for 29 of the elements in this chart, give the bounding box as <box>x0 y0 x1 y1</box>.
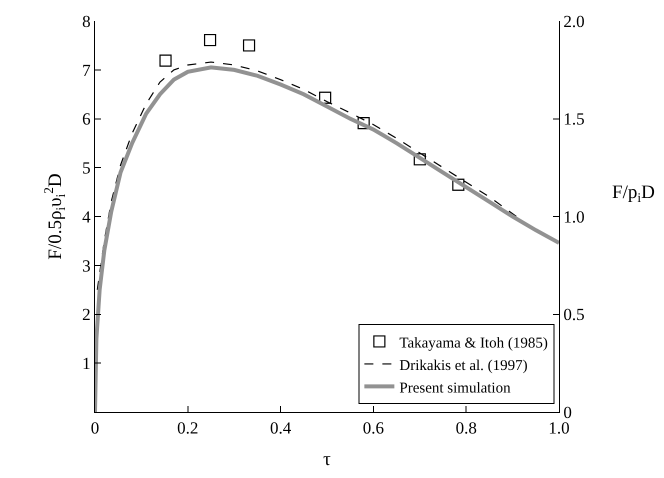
y2-tick-label: 0.5 <box>563 305 585 324</box>
point <box>319 92 332 104</box>
y-tick-label: 7 <box>82 60 92 80</box>
x-tick-label: 0.8 <box>456 418 477 438</box>
y-tick-label: 6 <box>82 110 91 129</box>
point <box>242 39 256 52</box>
point <box>414 153 426 166</box>
point <box>204 34 216 46</box>
legend-label: Present simulation <box>399 380 512 396</box>
x-tick-label: 0.6 <box>362 418 384 438</box>
legend-label: Drikakis et al. (1997) <box>399 358 528 374</box>
x-axis-title: τ <box>323 449 332 470</box>
point <box>358 117 370 130</box>
y2-tick-label: 1.5 <box>563 110 585 129</box>
point <box>159 54 172 67</box>
y-tick-label: 5 <box>82 158 91 178</box>
x-tick-label: 0.4 <box>270 418 292 438</box>
x-tick-label: 0.2 <box>177 418 198 438</box>
legend-label: Takayama & Itoh (1985) <box>399 335 548 352</box>
y-tick-label: 1 <box>82 354 91 374</box>
y2-tick-label: 1.0 <box>563 207 585 226</box>
y-tick-label: 2 <box>82 305 91 324</box>
point <box>452 178 464 191</box>
x-tick-label: 0 <box>90 418 100 438</box>
y-tick-label: 4 <box>82 207 92 226</box>
y2-axis-title: F/p$_{i}$D <box>612 182 655 205</box>
y-tick-label: 3 <box>82 256 91 276</box>
y2-tick-label: 2.0 <box>563 12 585 31</box>
y-tick-label: 8 <box>82 12 91 31</box>
